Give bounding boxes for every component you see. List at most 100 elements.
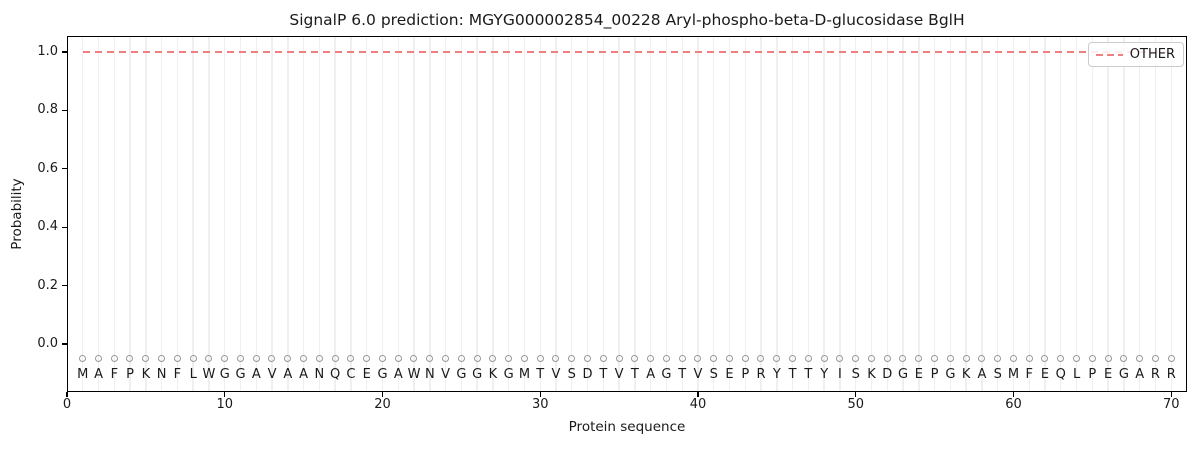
residue-marker	[1136, 355, 1144, 362]
gridline	[555, 36, 557, 392]
gridline	[586, 36, 589, 392]
residue-letter: G	[377, 366, 388, 382]
gridline	[713, 36, 715, 392]
residue-letter: E	[362, 366, 371, 382]
gridline	[113, 36, 115, 392]
x-tick	[381, 392, 384, 397]
gridline	[649, 36, 652, 392]
gridline	[539, 36, 541, 392]
gridline	[681, 36, 683, 392]
residue-marker	[205, 355, 213, 362]
residue-marker	[583, 355, 591, 362]
residue-letter: V	[551, 366, 561, 382]
residue-marker	[915, 355, 923, 362]
gridline	[444, 36, 447, 392]
gridline	[839, 36, 841, 392]
residue-marker	[836, 355, 844, 362]
residue-marker	[79, 355, 87, 362]
x-tick-label: 0	[62, 397, 72, 412]
residue-letter: A	[646, 366, 656, 382]
gridline	[618, 36, 620, 392]
gridline	[208, 36, 210, 392]
y-tick-label: 0.4	[37, 219, 58, 235]
residue-letter: F	[173, 366, 182, 382]
residue-marker	[536, 355, 544, 362]
gridline	[145, 36, 147, 392]
legend: OTHER	[1087, 42, 1184, 67]
gridline	[602, 36, 605, 392]
residue-letter: F	[1025, 366, 1033, 382]
residue-marker	[1041, 355, 1049, 362]
residue-marker	[931, 355, 938, 362]
residue-letter: K	[961, 366, 971, 382]
gridline	[523, 36, 526, 392]
residue-letter: V	[693, 366, 703, 382]
gridline	[271, 36, 273, 392]
gridline	[82, 36, 84, 392]
x-tick-label: 40	[689, 397, 707, 412]
gridline	[460, 36, 463, 392]
residue-letter: M	[518, 366, 531, 382]
residue-letter: Q	[1055, 366, 1066, 382]
residue-letter: A	[94, 366, 103, 382]
residue-marker	[899, 355, 907, 362]
residue-letter: K	[867, 366, 876, 382]
gridline	[933, 36, 936, 392]
residue-letter: P	[126, 366, 135, 382]
residue-marker	[867, 355, 875, 362]
gridline	[997, 36, 999, 392]
residue-letter: G	[661, 366, 672, 382]
residue-letter: V	[614, 366, 624, 382]
gridline	[902, 36, 904, 392]
y-tick-label: 0.0	[37, 336, 58, 351]
x-tick	[224, 392, 226, 397]
gridline	[1075, 36, 1078, 392]
residue-letter: K	[488, 366, 498, 382]
residue-letter: K	[141, 366, 151, 382]
residue-marker	[1057, 355, 1065, 362]
gridline	[870, 36, 873, 392]
gridline	[1028, 36, 1030, 392]
x-tick-label: 60	[1005, 397, 1022, 412]
residue-marker	[473, 355, 481, 362]
gridline	[350, 36, 352, 392]
residue-letter: E	[1104, 366, 1113, 382]
other-dashed-line-icon	[1095, 53, 1123, 56]
residue-letter: A	[393, 366, 403, 382]
residue-marker	[789, 355, 797, 362]
residue-marker	[268, 355, 276, 362]
residue-marker	[820, 355, 828, 362]
y-tick	[62, 226, 67, 228]
residue-marker	[284, 355, 292, 362]
residue-letter: W	[407, 366, 421, 382]
residue-letter: Y	[772, 366, 781, 382]
gridline	[366, 36, 368, 392]
gridline	[397, 36, 399, 392]
gridline	[160, 36, 163, 392]
x-tick	[66, 392, 68, 397]
residue-marker	[158, 355, 166, 362]
residue-marker	[173, 355, 181, 362]
residue-marker	[662, 355, 670, 362]
residue-letter: P	[1088, 366, 1097, 382]
residue-letter: N	[424, 366, 435, 382]
residue-letter: D	[582, 366, 593, 382]
gridline	[665, 36, 668, 392]
residue-letter: V	[267, 366, 277, 382]
gridline	[965, 36, 967, 392]
gridline	[1154, 36, 1157, 392]
residue-letter: T	[804, 366, 813, 382]
residue-marker	[804, 355, 812, 362]
legend-label-other: OTHER	[1129, 47, 1175, 62]
gridline	[886, 36, 888, 392]
residue-marker	[1120, 355, 1128, 362]
residue-letter: C	[346, 366, 356, 382]
residue-marker	[315, 355, 323, 362]
residue-marker	[694, 355, 702, 362]
residue-marker	[142, 355, 150, 362]
residue-marker	[1104, 355, 1112, 362]
residue-marker	[252, 355, 260, 362]
residue-letter: G	[945, 366, 956, 382]
